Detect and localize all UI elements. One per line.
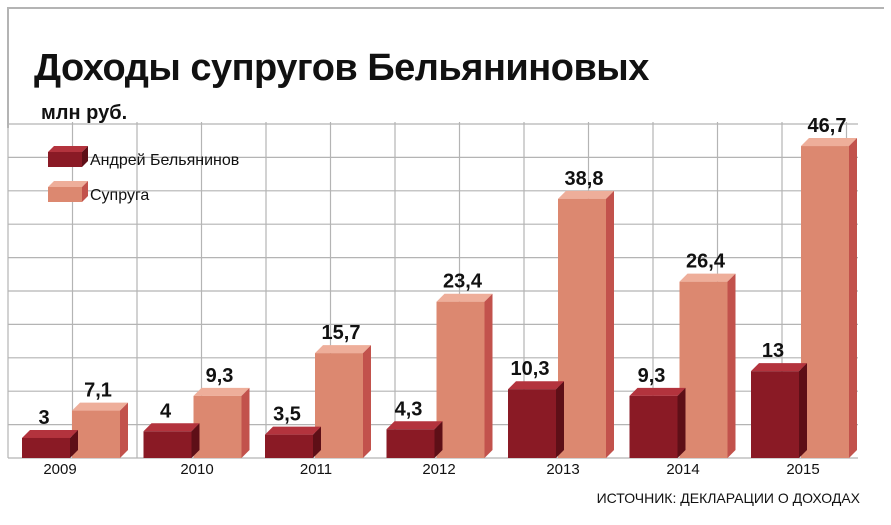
legend-label-spouse: Супруга <box>90 187 149 204</box>
bar-side <box>241 387 250 458</box>
data-label-andrey: 9,3 <box>638 365 666 387</box>
data-label-andrey: 13 <box>762 340 784 362</box>
chart-title: Доходы супругов Бельяниновых <box>34 47 649 89</box>
bar-front <box>22 437 70 458</box>
bar-spouse <box>801 138 857 458</box>
legend-swatch-top <box>48 146 88 152</box>
data-label-spouse: 7,1 <box>84 380 112 402</box>
bar-front <box>193 395 242 458</box>
bar-top <box>386 421 443 430</box>
x-tick-label: 2013 <box>546 461 579 478</box>
bar-front <box>72 410 120 458</box>
x-tick-label: 2009 <box>43 461 76 478</box>
chart-frame <box>7 7 884 128</box>
bar-spouse <box>193 387 250 458</box>
bar-spouse <box>436 293 493 458</box>
data-label-andrey: 4 <box>160 400 172 422</box>
bar-top <box>436 293 493 302</box>
data-label-andrey: 3,5 <box>273 404 301 426</box>
data-label-andrey: 10,3 <box>511 358 550 380</box>
data-label-spouse: 23,4 <box>443 271 483 293</box>
bar-side <box>484 293 493 458</box>
bar-front <box>436 301 485 458</box>
bar-top <box>508 381 564 390</box>
legend-label-andrey: Андрей Бельянинов <box>90 152 239 169</box>
bar-andrey <box>629 387 686 458</box>
legend-swatch-andrey <box>48 146 88 167</box>
bar-andrey <box>386 421 443 458</box>
legend-swatch-side <box>82 181 88 202</box>
bar-side <box>191 423 200 458</box>
bar-andrey <box>508 381 564 458</box>
legend-swatch-front <box>48 187 82 202</box>
legend-swatch-spouse <box>48 181 88 202</box>
bar-side <box>727 273 736 458</box>
bar-side <box>313 426 321 458</box>
bar-front <box>265 434 313 458</box>
bar-spouse <box>315 345 371 458</box>
bar-side <box>120 402 128 458</box>
data-label-spouse: 46,7 <box>808 115 847 137</box>
bar-top <box>558 190 614 199</box>
bar-top <box>72 402 128 411</box>
bar-andrey <box>265 426 321 458</box>
bar-top <box>265 426 321 435</box>
bar-side <box>677 387 686 458</box>
legend-swatch-side <box>82 146 88 167</box>
data-label-spouse: 38,8 <box>565 168 604 190</box>
bar-top <box>751 363 807 372</box>
bar-spouse <box>72 402 128 458</box>
bar-side <box>363 345 371 458</box>
bar-front <box>558 198 606 459</box>
bar-side <box>70 429 78 458</box>
data-label-andrey: 3 <box>38 407 49 429</box>
legend-swatch-top <box>48 181 88 187</box>
x-tick-label: 2012 <box>422 461 455 478</box>
bar-side <box>849 138 857 458</box>
bar-top <box>22 429 78 438</box>
unit-label: млн руб. <box>41 102 127 124</box>
legend-swatch-front <box>48 152 82 167</box>
bar-top <box>143 423 200 432</box>
bar-side <box>556 381 564 458</box>
x-tick-label: 2015 <box>786 461 819 478</box>
bar-andrey <box>22 429 78 458</box>
bar-front <box>315 353 363 458</box>
bar-side <box>434 421 443 458</box>
bar-side <box>799 363 807 458</box>
data-label-spouse: 26,4 <box>686 251 726 273</box>
bar-top <box>801 138 857 147</box>
data-label-spouse: 15,7 <box>322 322 361 344</box>
bar-top <box>679 273 736 282</box>
bar-spouse <box>679 273 736 458</box>
bar-front <box>386 429 435 458</box>
bar-top <box>315 345 371 354</box>
bar-andrey <box>143 423 200 458</box>
bar-front <box>679 281 728 458</box>
bar-andrey <box>751 363 807 458</box>
data-label-spouse: 9,3 <box>206 365 234 387</box>
bar-side <box>606 190 614 459</box>
bar-spouse <box>558 190 614 459</box>
x-tick-label: 2014 <box>666 461 699 478</box>
bar-front <box>143 431 192 458</box>
data-label-andrey: 4,3 <box>395 398 423 420</box>
bar-front <box>508 389 556 458</box>
bar-top <box>193 387 250 396</box>
bar-top <box>629 387 686 396</box>
bar-front <box>801 146 849 458</box>
x-tick-label: 2011 <box>300 461 332 478</box>
source-note: ИСТОЧНИК: ДЕКЛАРАЦИИ О ДОХОДАХ <box>597 490 861 506</box>
x-tick-label: 2010 <box>180 461 213 478</box>
title-panel <box>28 30 874 122</box>
bar-front <box>629 395 678 458</box>
bar-front <box>751 371 799 458</box>
